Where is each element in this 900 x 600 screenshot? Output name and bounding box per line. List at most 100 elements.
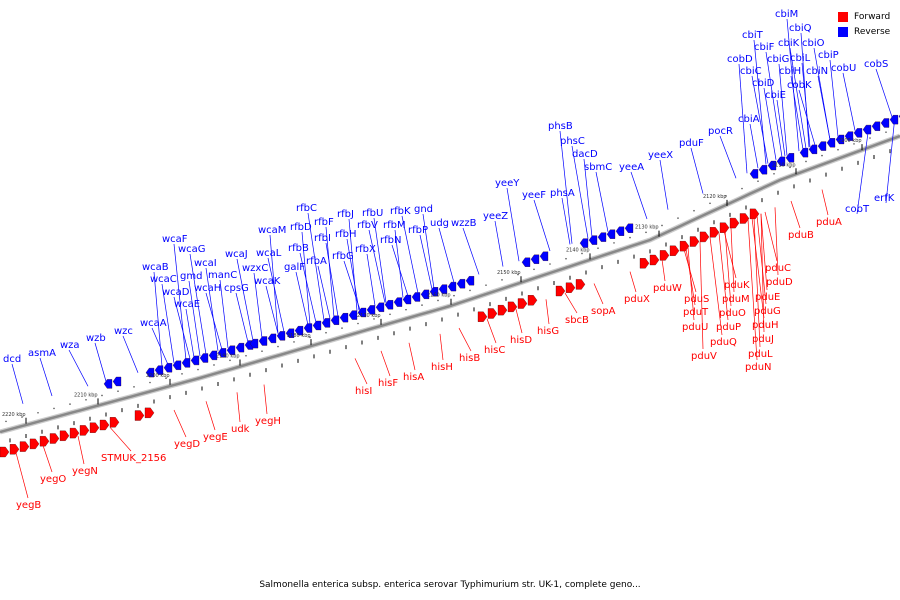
- gene-label-dcd: dcd: [3, 354, 21, 365]
- gene-label-gnd: gnd: [414, 204, 433, 215]
- reverse-gene-arrow: [402, 294, 412, 305]
- reverse-gene-arrow: [880, 118, 890, 128]
- gene-label-yeey: yeeY: [495, 178, 520, 189]
- gene-label-pdua: pduA: [816, 217, 842, 228]
- forward-gene-arrow: [507, 301, 518, 313]
- forward-gene-arrow: [89, 422, 100, 433]
- forward-gene-arrow: [719, 222, 730, 233]
- reverse-gene-arrow: [776, 156, 786, 167]
- gene-label-rfbf: rfbF: [314, 217, 334, 228]
- gene-label-cpsg: cpsG: [224, 283, 249, 294]
- gene-label-pduc: pduC: [765, 263, 791, 274]
- gene-label-wcam: wcaM: [258, 225, 286, 236]
- gene-label-yegb: yegB: [16, 500, 41, 511]
- minor-tick-upper: [629, 236, 631, 239]
- leader-line: [236, 258, 254, 341]
- leader-line: [307, 212, 325, 321]
- gene-label-pdub: pduB: [788, 230, 814, 241]
- reverse-gene-arrow: [530, 254, 540, 264]
- leader-line: [263, 384, 268, 415]
- leader-line: [173, 296, 191, 359]
- minor-tick-upper: [837, 148, 839, 151]
- leader-line: [630, 171, 648, 220]
- gene-label-cobu: cobU: [831, 63, 856, 74]
- reverse-gene-arrow: [579, 238, 589, 248]
- minor-tick-upper: [245, 354, 247, 357]
- gene-label-cbih: cbiH: [779, 66, 801, 77]
- scale-label: 2110 kbp: [772, 162, 796, 168]
- forward-gene-arrow: [79, 425, 90, 436]
- gene-label-yeez: yeeZ: [483, 211, 508, 222]
- minor-tick-upper: [69, 403, 71, 405]
- minor-tick-upper: [757, 180, 759, 182]
- leader-line: [885, 115, 896, 204]
- leader-line: [659, 159, 669, 210]
- forward-gene-arrow: [527, 295, 538, 306]
- minor-tick-upper: [485, 284, 487, 286]
- leader-line: [595, 171, 609, 232]
- minor-tick-upper: [581, 252, 583, 255]
- leader-line: [185, 308, 195, 358]
- forward-gene-arrow: [144, 407, 155, 419]
- gene-label-wcal: wcaL: [256, 248, 282, 259]
- gene-label-galf: galF: [284, 262, 305, 273]
- leader-line: [462, 227, 480, 275]
- leader-line: [438, 227, 455, 283]
- minor-tick-upper: [293, 341, 295, 343]
- gene-label-rfbx: rfbX: [355, 244, 376, 255]
- gene-label-gmd: gmd: [180, 271, 202, 282]
- minor-tick-upper: [501, 279, 503, 281]
- minor-tick-upper: [869, 137, 871, 139]
- gene-label-phsb: phsB: [548, 121, 573, 132]
- leader-line: [730, 227, 735, 293]
- leader-line: [763, 87, 777, 160]
- gene-label-sbmc: sbmC: [584, 162, 612, 173]
- leader-line: [494, 220, 504, 267]
- gene-label-cbie: cbiE: [765, 90, 786, 101]
- leader-line: [161, 283, 175, 364]
- forward-gene-arrow: [749, 208, 760, 219]
- gene-label-yegd: yegD: [174, 439, 200, 450]
- leader-line: [267, 257, 285, 332]
- minor-tick-upper: [821, 154, 823, 157]
- reverse-gene-arrow: [103, 379, 113, 389]
- forward-gene-arrow: [639, 258, 650, 269]
- minor-tick-upper: [469, 289, 471, 292]
- minor-tick-upper: [661, 224, 663, 227]
- reverse-gene-arrow: [835, 134, 845, 145]
- gene-label-yegh: yegH: [255, 416, 281, 427]
- gene-label-rfbn: rfbN: [380, 235, 401, 246]
- backbone-line: [0, 134, 900, 434]
- gene-label-yegn: yegN: [72, 466, 98, 477]
- leader-line: [842, 72, 856, 131]
- gene-label-cbig: cbiG: [767, 54, 789, 65]
- minor-tick-upper: [261, 350, 263, 352]
- forward-gene-arrow: [555, 285, 566, 297]
- gene-label-pduv: pduV: [691, 351, 717, 362]
- gene-label-rfba: rfbA: [306, 256, 327, 267]
- leader-line: [401, 215, 419, 294]
- leader-line: [778, 63, 788, 156]
- gene-label-hisf: hisF: [378, 378, 398, 389]
- minor-tick-upper: [453, 294, 455, 297]
- minor-tick-upper: [133, 386, 135, 388]
- leader-line: [269, 234, 279, 334]
- leader-line: [800, 32, 810, 148]
- reverse-gene-arrow: [330, 315, 340, 325]
- leader-line: [709, 237, 723, 336]
- reverse-gene-arrow: [456, 279, 466, 289]
- leader-line: [317, 265, 331, 319]
- minor-tick-upper: [709, 202, 711, 205]
- leader-line: [205, 401, 216, 431]
- scale-label: 2170 kbp: [357, 313, 381, 319]
- gene-label-udg: udg: [430, 218, 449, 229]
- gene-label-pduh: pduH: [752, 320, 779, 331]
- forward-gene-arrow: [729, 217, 740, 229]
- leader-line: [786, 18, 800, 152]
- gene-label-wzb: wzb: [86, 333, 106, 344]
- leader-line: [749, 123, 759, 169]
- scale-ticks: 2220 kbp 2210 kbp 2200 kbp 2190 kbp 2180 kbp…: [2, 131, 891, 443]
- gene-label-wcae: wcaE: [174, 299, 200, 310]
- leader-line: [515, 309, 523, 334]
